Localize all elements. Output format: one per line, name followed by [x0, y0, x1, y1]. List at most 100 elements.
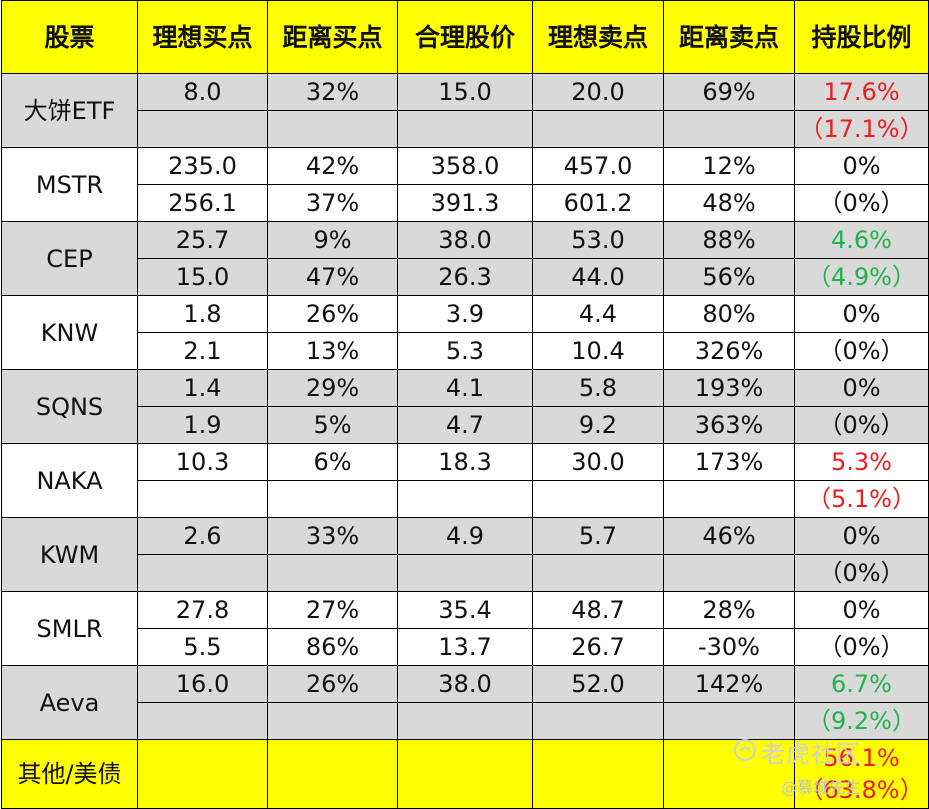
table-row: （5.1%）	[2, 480, 929, 518]
table-row: （17.1%）	[2, 110, 929, 148]
cell-holding-ratio: （0%）	[794, 332, 929, 370]
cell-distance-sell: 173%	[663, 443, 795, 481]
cell-distance-buy: 9%	[267, 221, 398, 259]
cell-holding-ratio: 0%	[794, 591, 929, 629]
cell-distance-sell: 142%	[663, 665, 795, 703]
cell-ideal-buy: 10.3	[137, 443, 268, 481]
cell-distance-buy: 32%	[267, 73, 398, 111]
cell-ideal-sell	[532, 480, 664, 518]
stock-name: 大饼ETF	[1, 73, 138, 148]
footer-holding: 56.1% （63.8%）	[794, 739, 929, 809]
cell-ideal-buy: 25.7	[137, 221, 268, 259]
cell-distance-buy: 5%	[267, 406, 398, 444]
header-distance-buy: 距离买点	[267, 0, 398, 74]
cell-distance-buy	[267, 110, 398, 148]
cell-distance-sell: 46%	[663, 517, 795, 555]
cell-distance-buy: 6%	[267, 443, 398, 481]
cell-distance-sell	[663, 702, 795, 740]
cell-fair-price: 4.7	[397, 406, 533, 444]
cell-distance-buy: 86%	[267, 628, 398, 666]
cell-fair-price: 18.3	[397, 443, 533, 481]
cell-ideal-sell: 601.2	[532, 184, 664, 222]
stock-name: KWM	[1, 517, 138, 592]
cell-holding-ratio: 6.7%	[794, 665, 929, 703]
cell-distance-sell: 69%	[663, 73, 795, 111]
footer-cell	[663, 739, 795, 809]
cell-holding-ratio: （0%）	[794, 406, 929, 444]
cell-ideal-sell: 44.0	[532, 258, 664, 296]
cell-holding-ratio: （5.1%）	[794, 480, 929, 518]
table-row: KNW 1.8 26% 3.9 4.4 80% 0%	[1, 295, 929, 370]
cell-ideal-sell	[532, 702, 664, 740]
cell-ideal-buy: 15.0	[137, 258, 268, 296]
cell-distance-sell: 12%	[663, 147, 795, 185]
cell-ideal-buy	[137, 554, 268, 592]
cell-fair-price	[397, 702, 533, 740]
cell-ideal-buy	[137, 480, 268, 518]
cell-distance-sell: 326%	[663, 332, 795, 370]
cell-ideal-buy: 1.9	[137, 406, 268, 444]
cell-distance-sell	[663, 480, 795, 518]
cell-fair-price	[397, 554, 533, 592]
footer-cell	[397, 739, 533, 809]
table-row: KWM 2.6 33% 4.9 5.7 46% 0%	[1, 517, 929, 592]
table-row: SMLR 27.8 27% 35.4 48.7 28% 0%	[1, 591, 929, 666]
cell-fair-price: 15.0	[397, 73, 533, 111]
cell-distance-sell: -30%	[663, 628, 795, 666]
cell-ideal-sell: 4.4	[532, 295, 664, 333]
cell-distance-sell: 28%	[663, 591, 795, 629]
cell-distance-buy	[267, 480, 398, 518]
table-row: 256.1 37% 391.3 601.2 48% （0%）	[2, 184, 929, 222]
table-row: （9.2%）	[2, 702, 929, 740]
cell-distance-sell	[663, 110, 795, 148]
cell-holding-ratio: （17.1%）	[794, 110, 929, 148]
cell-ideal-sell: 48.7	[532, 591, 664, 629]
cell-holding-ratio: （0%）	[794, 554, 929, 592]
cell-fair-price: 3.9	[397, 295, 533, 333]
cell-ideal-sell: 9.2	[532, 406, 664, 444]
footer-label: 其他/美债	[1, 739, 138, 809]
cell-fair-price: 4.9	[397, 517, 533, 555]
cell-ideal-buy: 16.0	[137, 665, 268, 703]
cell-ideal-buy: 1.4	[137, 369, 268, 407]
stock-name: CEP	[1, 221, 138, 296]
table-row: 2.1 13% 5.3 10.4 326% （0%）	[2, 332, 929, 370]
cell-ideal-sell: 30.0	[532, 443, 664, 481]
cell-ideal-sell: 457.0	[532, 147, 664, 185]
cell-distance-buy	[267, 702, 398, 740]
table-row: SQNS 1.4 29% 4.1 5.8 193% 0%	[1, 369, 929, 444]
cell-fair-price: 35.4	[397, 591, 533, 629]
cell-holding-ratio: （0%）	[794, 628, 929, 666]
cell-fair-price: 38.0	[397, 221, 533, 259]
cell-fair-price: 13.7	[397, 628, 533, 666]
cell-ideal-buy	[137, 110, 268, 148]
cell-distance-sell	[663, 554, 795, 592]
cell-distance-buy: 37%	[267, 184, 398, 222]
footer-holding-value: 56.1%	[823, 743, 900, 772]
cell-holding-ratio: 4.6%	[794, 221, 929, 259]
cell-distance-sell: 48%	[663, 184, 795, 222]
cell-distance-sell: 56%	[663, 258, 795, 296]
cell-holding-ratio: （4.9%）	[794, 258, 929, 296]
cell-distance-sell: 80%	[663, 295, 795, 333]
cell-ideal-buy: 256.1	[137, 184, 268, 222]
table-row: 大饼ETF 8.0 32% 15.0 20.0 69% 17.6%	[1, 73, 929, 148]
stock-name: SQNS	[1, 369, 138, 444]
table-row: MSTR 235.0 42% 358.0 457.0 12% 0%	[1, 147, 929, 222]
header-holding-ratio: 持股比例	[794, 0, 929, 74]
cell-holding-ratio: 0%	[794, 517, 929, 555]
stock-name: Aeva	[1, 665, 138, 740]
table-row: （0%）	[2, 554, 929, 592]
cell-fair-price	[397, 480, 533, 518]
cell-ideal-sell: 26.7	[532, 628, 664, 666]
cell-distance-buy: 26%	[267, 665, 398, 703]
cell-distance-sell: 363%	[663, 406, 795, 444]
footer-cell	[532, 739, 664, 809]
footer-cell	[137, 739, 268, 809]
cell-holding-ratio: 0%	[794, 295, 929, 333]
cell-fair-price: 4.1	[397, 369, 533, 407]
cell-distance-buy: 29%	[267, 369, 398, 407]
cell-ideal-sell	[532, 554, 664, 592]
header-row: 股票 理想买点 距离买点 合理股价 理想卖点 距离卖点 持股比例	[1, 0, 929, 74]
